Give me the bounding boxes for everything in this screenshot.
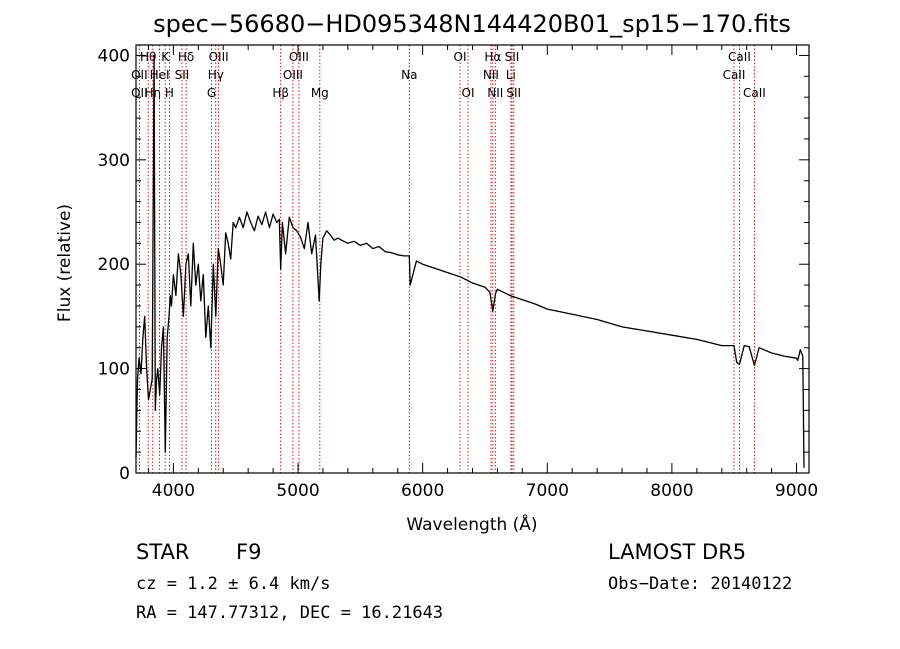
axis-ticks: 4000 5000 6000 7000 8000 9000 0 100 200 300 400 [98, 45, 818, 501]
marker-label: Hη [145, 86, 162, 100]
marker-label: SII [175, 68, 190, 82]
marker-label: CaII [728, 50, 751, 64]
marker-label: G [207, 86, 216, 100]
y-tick-label: 300 [98, 151, 130, 171]
x-tick-label: 5000 [276, 481, 319, 501]
survey-name: LAMOST DR5 [608, 540, 747, 564]
marker-label: Hδ [178, 50, 194, 64]
y-tick-label: 200 [98, 255, 130, 275]
marker-label: OIII [283, 68, 303, 82]
marker-label: Li [506, 68, 516, 82]
marker-label: Hα [484, 50, 501, 64]
marker-label: H [165, 86, 174, 100]
marker-label: NII [483, 68, 499, 82]
marker-label: K [161, 50, 170, 64]
y-tick-label: 100 [98, 360, 130, 380]
x-tick-label: 7000 [526, 481, 569, 501]
plot-frame [135, 44, 810, 474]
marker-label: CaII [723, 68, 746, 82]
marker-label: SII [505, 50, 520, 64]
coordinates: RA = 147.77312, DEC = 16.21643 [136, 603, 444, 623]
marker-label: Hγ [208, 68, 224, 82]
chart-title: spec−56680−HD095348N144420B01_sp15−170.f… [153, 10, 791, 38]
marker-label: NII [487, 86, 503, 100]
observation-date: Obs−Date: 20140122 [608, 574, 793, 594]
marker-label: SII [506, 86, 521, 100]
marker-label: Hθ [140, 50, 156, 64]
marker-label: Na [401, 68, 417, 82]
marker-label: OIII [209, 50, 229, 64]
spectrum-line [135, 54, 805, 468]
redshift-velocity: cz = 1.2 ± 6.4 km/s [136, 574, 331, 594]
x-tick-label: 4000 [152, 481, 195, 501]
y-tick-label: 400 [98, 46, 130, 66]
x-tick-label: 8000 [650, 481, 693, 501]
marker-label: OII [131, 86, 148, 100]
x-axis-label: Wavelength (Å) [406, 513, 537, 535]
marker-label: HeI [150, 68, 170, 82]
object-class: STAR [136, 540, 190, 564]
x-tick-label: 9000 [775, 481, 818, 501]
x-tick-label: 6000 [401, 481, 444, 501]
marker-label: Mg [311, 86, 329, 100]
y-tick-label: 0 [119, 464, 130, 484]
spectral-subclass: F9 [236, 540, 262, 564]
y-axis-label: Flux (relative) [55, 204, 75, 322]
marker-label: OI [462, 86, 475, 100]
marker-label: OII [131, 68, 148, 82]
marker-label: OIII [289, 50, 309, 64]
marker-label: CaII [743, 86, 766, 100]
marker-label: Hβ [272, 86, 289, 100]
marker-label: OI [454, 50, 467, 64]
